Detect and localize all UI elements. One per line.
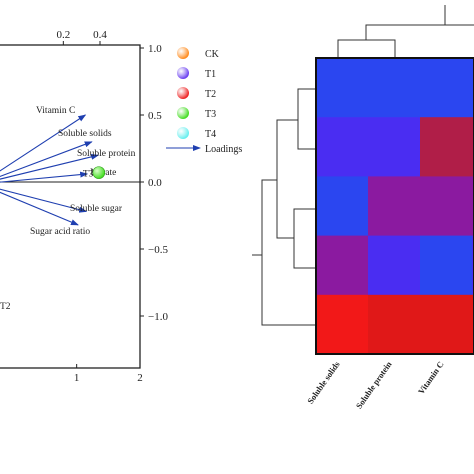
- loading-arrow: [0, 153, 100, 180]
- top-tick-label: 0.4: [93, 29, 107, 41]
- scores-group: T3: [83, 166, 106, 180]
- right-tick-label: 0.5: [148, 110, 162, 122]
- legend-marker-t2: [177, 87, 189, 99]
- heatmap-frame: [315, 57, 474, 355]
- heatmap-cells: [316, 58, 474, 355]
- loading-arrow: [0, 114, 87, 172]
- legend-label: CK: [205, 49, 220, 60]
- row-dendrogram: [252, 88, 316, 326]
- heatmap-cell: [316, 58, 368, 118]
- loading-label: Soluble sugar: [70, 204, 123, 214]
- legend-label: T4: [205, 129, 216, 140]
- heatmap-cell: [368, 117, 420, 177]
- heatmap-column-label: Vitamin C: [416, 359, 446, 396]
- heatmap-cell: [420, 117, 472, 177]
- heatmap-cell: [420, 58, 472, 118]
- right-axis: 1.0 0.5 0.0 −0.5 −1.0: [140, 43, 168, 323]
- heatmap-cell: [368, 58, 420, 118]
- heatmap-cell: [316, 176, 368, 236]
- bottom-tick-label: 1: [74, 372, 80, 384]
- legend-label: T2: [205, 89, 216, 100]
- legend-marker-ck: [177, 47, 189, 59]
- right-tick-label: 0.0: [148, 177, 162, 189]
- loading-label: Soluble solids: [58, 129, 112, 139]
- legend-label: Loadings: [205, 144, 242, 155]
- biplot-frame: [0, 44, 141, 369]
- loading-label: Vitamin C: [36, 106, 75, 116]
- heatmap-cell: [368, 235, 420, 296]
- heatmap-cell: [420, 176, 472, 236]
- loading-label: Soluble protein: [77, 149, 136, 159]
- legend: CK T1 T2 T3 T4 Loadings: [166, 47, 242, 155]
- right-tick-label: 1.0: [148, 43, 162, 55]
- top-axis: 0.2 0.4: [56, 29, 107, 45]
- loading-arrow: [0, 191, 79, 226]
- legend-marker-t4: [177, 127, 189, 139]
- score-point-t3: [92, 166, 106, 179]
- heatmap-cell: [368, 176, 420, 236]
- right-tick-label: −0.5: [148, 244, 168, 256]
- heatmap-cell: [316, 235, 368, 296]
- loading-arrow: [0, 141, 93, 178]
- legend-label: T1: [205, 69, 216, 80]
- legend-marker-t1: [177, 67, 189, 79]
- bottom-tick-label: 2: [137, 372, 143, 384]
- loading-label: Sugar acid ratio: [30, 227, 90, 237]
- legend-label: T3: [205, 109, 216, 120]
- heatmap-column-label: Soluble solids: [305, 359, 342, 406]
- loading-arrow: [0, 188, 88, 213]
- heatmap-cell: [316, 117, 368, 177]
- right-tick-label: −1.0: [148, 311, 168, 323]
- heatmap-cell: [368, 294, 420, 355]
- legend-marker-t3: [177, 107, 189, 119]
- t2-partial-label: T2: [0, 302, 11, 312]
- heatmap-cell: [420, 235, 472, 296]
- loading-arrow: [0, 171, 89, 183]
- score-label: T3: [83, 170, 94, 180]
- heatmap-cell: [316, 294, 368, 355]
- heatmap-column-label: Soluble protein: [354, 359, 394, 410]
- top-tick-label: 0.2: [56, 29, 70, 41]
- heatmap-cell: [420, 294, 472, 355]
- column-dendrogram: [337, 5, 474, 58]
